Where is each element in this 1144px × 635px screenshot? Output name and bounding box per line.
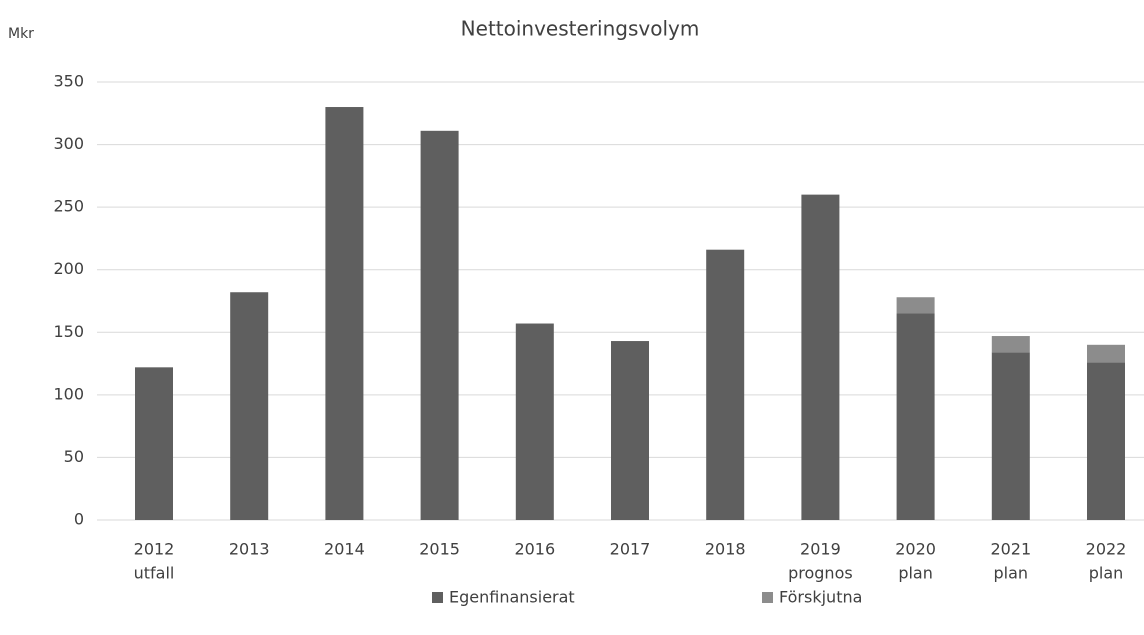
y-axis-label: Mkr [8, 26, 34, 42]
x-tick-label: 2018 [705, 540, 746, 559]
y-tick-label: 100 [53, 384, 84, 403]
bar-segment [611, 341, 649, 520]
x-tick-label: 2016 [514, 540, 555, 559]
x-tick-label: 2021 [990, 540, 1031, 559]
y-tick-label: 250 [53, 197, 84, 216]
x-tick-label: 2014 [324, 540, 365, 559]
bar-segment [1087, 362, 1125, 520]
y-tick-label: 200 [53, 259, 84, 278]
legend-label: Förskjutna [779, 588, 862, 607]
x-tick-label: 2017 [610, 540, 651, 559]
chart-title: Nettoinvesteringsvolym [461, 17, 700, 41]
y-tick-label: 350 [53, 72, 84, 91]
x-tick-label: 2013 [229, 540, 270, 559]
bar-segment [135, 367, 173, 520]
y-tick-label: 0 [74, 510, 84, 529]
legend-swatch [432, 592, 443, 603]
bar-segment [230, 292, 269, 520]
bar-segment [420, 130, 459, 520]
x-tick-label: plan [898, 564, 933, 583]
bar-segment [706, 249, 745, 521]
x-tick-label: utfall [134, 564, 175, 583]
bar-segment [515, 323, 554, 520]
x-tick-label: 2019 [800, 540, 841, 559]
legend-label: Egenfinansierat [449, 588, 575, 607]
bar-segment [1087, 344, 1125, 363]
y-tick-label: 300 [53, 134, 84, 153]
x-tick-label: 2012 [134, 540, 175, 559]
y-tick-label: 50 [64, 447, 84, 466]
bar-segment [801, 194, 840, 520]
x-tick-label: 2020 [895, 540, 936, 559]
bar-segment [896, 313, 935, 520]
x-tick-label: 2015 [419, 540, 460, 559]
bar-segment [896, 297, 935, 314]
x-tick-label: 2022 [1086, 540, 1127, 559]
x-tick-label: plan [994, 564, 1029, 583]
x-tick-label: plan [1089, 564, 1124, 583]
x-tick-label: prognos [788, 564, 853, 583]
bar-segment [325, 107, 364, 521]
bar-segment [991, 336, 1030, 353]
legend-swatch [762, 592, 773, 603]
y-tick-label: 150 [53, 322, 84, 341]
bar-segment [991, 352, 1030, 520]
